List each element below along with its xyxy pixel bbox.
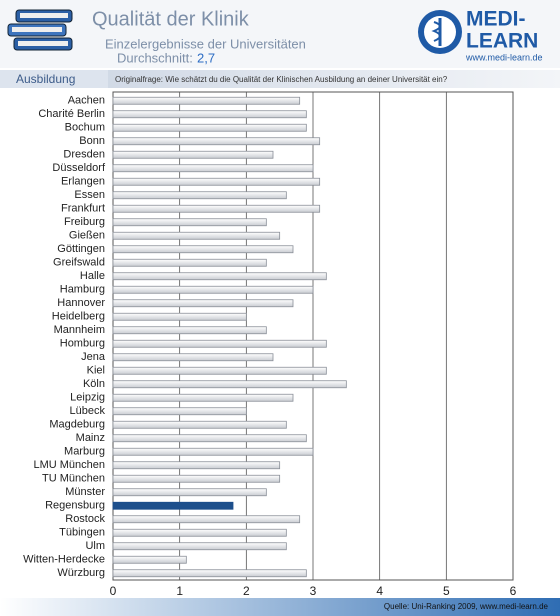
y-tick-label: Ulm [85, 540, 105, 552]
bar [112, 447, 314, 456]
bar [112, 420, 287, 429]
bar [112, 191, 287, 200]
y-tick-label: Magdeburg [49, 419, 105, 431]
logo-text: MEDI- [466, 8, 526, 31]
y-tick-label: Gießen [69, 230, 105, 242]
bar [112, 339, 327, 348]
y-tick-label: Marburg [64, 446, 105, 458]
y-tick-label: Tübingen [59, 527, 105, 539]
y-tick-label: TU München [42, 473, 105, 485]
x-tick-label: 0 [110, 584, 117, 598]
y-tick-label: Charité Berlin [38, 108, 105, 120]
section-band [0, 70, 560, 88]
bar [112, 150, 274, 159]
y-tick-label: Essen [74, 189, 105, 201]
y-tick-label: Frankfurt [61, 203, 105, 215]
logo-url: www.medi-learn.de [465, 52, 543, 62]
bar [112, 501, 234, 510]
section-label: Ausbildung [16, 72, 75, 86]
y-tick-label: Freiburg [64, 216, 105, 228]
bar [112, 515, 301, 524]
bar [112, 245, 294, 254]
y-tick-label: Lübeck [70, 405, 106, 417]
bar [112, 474, 281, 483]
bar [112, 380, 347, 389]
bar [112, 407, 247, 416]
y-tick-label: Hannover [57, 297, 105, 309]
source: Quelle: Uni-Ranking 2009, www.medi-learn… [384, 602, 549, 611]
bar [112, 272, 327, 281]
y-tick-label: Düsseldorf [52, 162, 106, 174]
bar [112, 96, 301, 105]
y-tick-label: Bonn [79, 135, 105, 147]
y-tick-label: Leipzig [70, 392, 105, 404]
bar [112, 569, 307, 578]
y-tick-label: Mannheim [54, 324, 105, 336]
bar [112, 177, 321, 186]
bar [112, 461, 281, 470]
bar [112, 137, 321, 146]
y-tick-label: Heidelberg [52, 311, 105, 323]
x-tick-label: 2 [243, 584, 250, 598]
x-tick-label: 1 [176, 584, 183, 598]
y-tick-label: Münster [65, 486, 105, 498]
subtitle: Einzelergebnisse der Universitäten [105, 36, 306, 51]
bar [112, 123, 307, 132]
bar [112, 488, 267, 497]
average-value: 2,7 [197, 50, 215, 65]
bar [112, 258, 267, 267]
bar [112, 555, 187, 564]
y-tick-label: Köln [83, 378, 105, 390]
y-tick-label: LMU München [33, 459, 105, 471]
bar [112, 528, 287, 537]
bar [112, 299, 294, 308]
title: Qualität der Klinik [92, 8, 250, 30]
y-tick-label: Greifswald [53, 257, 105, 269]
header-bg [0, 0, 560, 68]
y-tick-label: Mainz [76, 432, 105, 444]
bar [112, 393, 294, 402]
bar [112, 326, 267, 335]
bar [112, 285, 314, 294]
bar [112, 164, 314, 173]
bar [112, 542, 287, 551]
x-tick-label: 4 [376, 584, 383, 598]
y-tick-label: Homburg [60, 338, 105, 350]
y-tick-label: Würzburg [57, 567, 105, 579]
y-tick-label: Halle [80, 270, 105, 282]
bar [112, 231, 281, 240]
logo-text: LEARN [466, 30, 538, 53]
question: Originalfrage: Wie schätzt du die Qualit… [115, 75, 448, 84]
y-tick-label: Regensburg [45, 500, 105, 512]
y-tick-label: Göttingen [57, 243, 105, 255]
book-icon [7, 9, 73, 51]
bar [112, 204, 321, 213]
y-tick-label: Bochum [65, 122, 105, 134]
section-tab [0, 70, 108, 88]
bar [112, 312, 247, 321]
logo [418, 10, 462, 54]
x-tick-label: 3 [310, 584, 317, 598]
y-tick-label: Aachen [68, 95, 105, 107]
y-tick-label: Dresden [63, 149, 105, 161]
y-tick-label: Hamburg [60, 284, 105, 296]
bar [112, 434, 307, 443]
y-tick-label: Rostock [65, 513, 105, 525]
y-tick-label: Jena [81, 351, 106, 363]
average-label: Durchschnitt: [117, 50, 193, 65]
y-tick-label: Witten-Herdecke [23, 554, 105, 566]
y-tick-label: Erlangen [61, 176, 105, 188]
bar [112, 353, 274, 362]
bar [112, 366, 327, 375]
y-tick-label: Kiel [87, 365, 105, 377]
bar [112, 218, 267, 227]
bar [112, 110, 307, 119]
x-tick-label: 6 [510, 584, 517, 598]
footer-band [0, 598, 560, 616]
x-tick-label: 5 [443, 584, 450, 598]
